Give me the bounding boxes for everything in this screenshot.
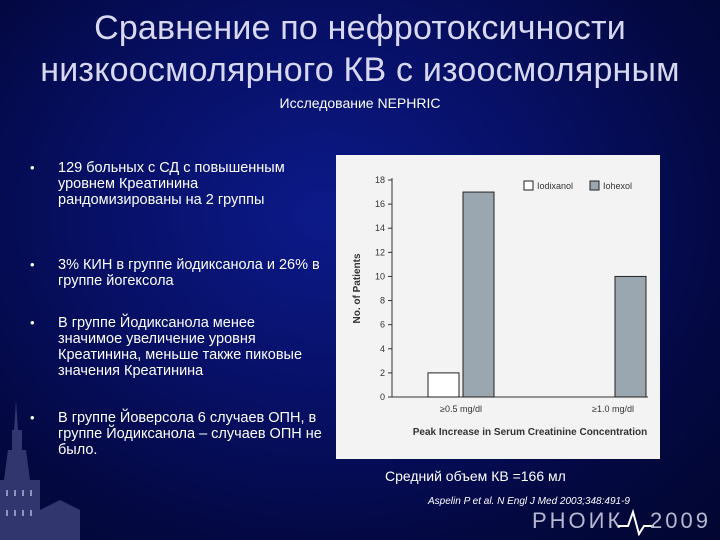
bullet-item: • 129 больных с СД с повышенным уровнем …	[30, 160, 322, 208]
legend-swatch	[589, 180, 600, 191]
y-tick-label: 18	[375, 175, 385, 185]
brand-text: РНОИК	[532, 508, 624, 533]
y-tick-label: 12	[375, 247, 385, 257]
bullet-dot-icon: •	[30, 315, 35, 330]
bullet-text: В группе Йоверсола 6 случаев ОПН, в груп…	[58, 410, 322, 458]
y-tick-label: 0	[380, 392, 385, 402]
brand-logo: РНОИК 2009	[532, 508, 712, 536]
bullet-text: В группе Йодиксанола менее значимое увел…	[58, 315, 303, 379]
slide-subtitle: Исследование NEPHRIC	[279, 95, 441, 111]
x-tick-label: ≥0.5 mg/dl	[440, 404, 482, 414]
x-axis-label: Peak Increase in Serum Creatinine Concen…	[413, 427, 648, 438]
bullet-dot-icon: •	[30, 410, 35, 425]
bullet-item: • 3% КИН в группе йодиксанола и 26% в гр…	[30, 257, 322, 289]
brand-year: 2009	[650, 508, 711, 533]
slide-title-line-1: Сравнение по нефротоксичности	[94, 9, 626, 47]
y-tick-label: 10	[375, 271, 385, 281]
bullet-item: • В группе Йодиксанола менее значимое ув…	[30, 315, 322, 379]
bullet-text: 129 больных с СД с повышенным уровнем Кр…	[58, 160, 285, 208]
bar-iodixanol	[427, 372, 460, 398]
legend-label: Iohexol	[603, 181, 632, 191]
legend-swatch	[523, 180, 534, 191]
bullet-dot-icon: •	[30, 257, 35, 272]
y-tick-label: 16	[375, 199, 385, 209]
pulse-icon	[618, 508, 654, 536]
bullet-dot-icon: •	[30, 160, 35, 175]
y-tick-label: 6	[380, 320, 385, 330]
bar-iohexol	[462, 191, 495, 398]
y-axis-label: No. of Patients	[352, 253, 363, 323]
slide-title-line-2: низкоосмолярного КВ с изоосмолярным	[40, 51, 680, 89]
bar-chart: 0 2 4 6 8 10 12 14 16 18 No. of Patients ≥0.5 mg/dl…	[352, 175, 648, 438]
y-tick-label: 4	[380, 344, 385, 354]
x-tick-label: ≥1.0 mg/dl	[592, 404, 634, 414]
citation: Aspelin P et al. N Engl J Med 2003;348:4…	[428, 496, 630, 507]
legend-label: Iodixanol	[537, 181, 573, 191]
chart-panel: 0 2 4 6 8 10 12 14 16 18 No. of Patients ≥0.5 mg/dl…	[336, 155, 660, 459]
y-tick-label: 8	[380, 296, 385, 306]
y-tick-label: 2	[380, 368, 385, 378]
tower-silhouette-icon	[0, 400, 80, 540]
average-volume-note: Средний объем КВ =166 мл	[385, 468, 566, 484]
bullet-item: • В группе Йоверсола 6 случаев ОПН, в гр…	[30, 410, 322, 458]
y-tick-label: 14	[375, 223, 385, 233]
bullet-text: 3% КИН в группе йодиксанола и 26% в груп…	[58, 257, 320, 289]
bar-iohexol	[614, 275, 647, 398]
